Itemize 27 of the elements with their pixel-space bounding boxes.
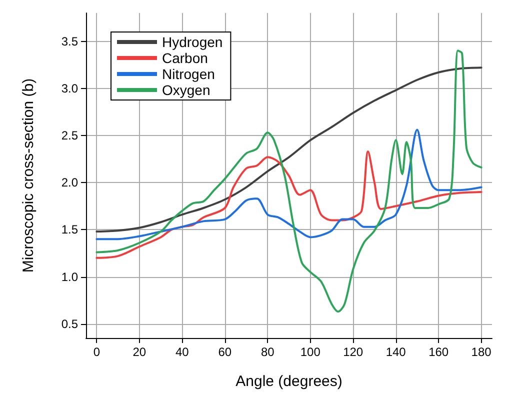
x-tick-label: 180 (471, 345, 492, 359)
y-tick-label: 1.0 (61, 270, 78, 284)
y-tick-label: 3.0 (61, 81, 78, 96)
x-tick-label: 40 (175, 345, 190, 359)
y-tick-label: 1.5 (61, 222, 78, 237)
legend-label: Carbon (162, 50, 208, 66)
y-tick-label: 2.0 (61, 176, 78, 190)
y-axis-title: Microscopic cross-section (b) (20, 78, 37, 273)
x-axis-title: Angle (degrees) (236, 373, 342, 390)
y-tick-label: 2.5 (61, 128, 78, 142)
y-tick-label: 0.5 (61, 316, 78, 331)
legend-label: Nitrogen (162, 66, 215, 82)
x-tick-label: 20 (132, 345, 146, 359)
x-tick-label: 140 (386, 345, 406, 359)
legend-label: Oxygen (162, 82, 210, 98)
x-tick-label: 80 (260, 345, 275, 359)
x-tick-label: 60 (218, 345, 232, 359)
legend-label: Hydrogen (162, 34, 223, 50)
line-series (96, 50, 482, 313)
line-series (96, 66, 482, 233)
line-series (96, 128, 482, 240)
x-tick-label: 0 (93, 345, 100, 359)
x-tick-label: 120 (343, 345, 364, 359)
x-tick-label: 100 (300, 345, 321, 359)
y-tick-label: 3.5 (61, 34, 78, 48)
line-series (96, 150, 482, 259)
x-tick-label: 160 (428, 345, 449, 359)
